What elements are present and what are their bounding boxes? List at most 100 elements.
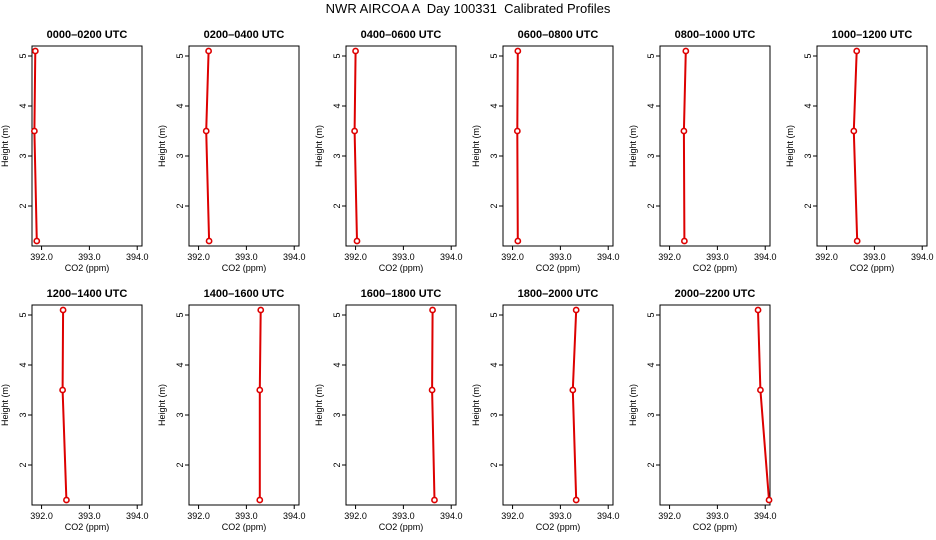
panel-title: 0400–0600 UTC bbox=[361, 29, 442, 41]
data-point bbox=[59, 306, 67, 314]
data-point bbox=[59, 386, 67, 394]
profile-panel: 0000–0200 UTC 392.0 393.0 394.0 CO2 (ppm) 2 3 4… bbox=[0, 29, 148, 273]
x-axis-label: CO2 (ppm) bbox=[693, 263, 738, 273]
plot-frame bbox=[345, 45, 457, 247]
y-tick-label: 3 bbox=[18, 412, 28, 417]
y-tick-label: 2 bbox=[175, 203, 185, 208]
y-axis-label: Height (m) bbox=[0, 125, 10, 167]
y-tick-label: 3 bbox=[646, 412, 656, 417]
y-axis-label: Height (m) bbox=[471, 384, 481, 426]
x-tick-label: 393.0 bbox=[392, 511, 415, 521]
plot-frame bbox=[502, 304, 614, 506]
series-line bbox=[682, 50, 687, 242]
x-tick-label: 394.0 bbox=[440, 511, 463, 521]
x-tick-label: 393.0 bbox=[78, 511, 101, 521]
x-tick-label: 392.0 bbox=[187, 252, 210, 262]
data-point bbox=[205, 47, 213, 55]
x-tick-label: 392.0 bbox=[815, 252, 838, 262]
y-axis-label: Height (m) bbox=[157, 125, 167, 167]
y-tick-label: 5 bbox=[175, 53, 185, 58]
panel-title: 1800–2000 UTC bbox=[518, 288, 599, 300]
y-tick-label: 2 bbox=[803, 203, 813, 208]
plot-frame bbox=[188, 45, 300, 247]
panel-title: 1600–1800 UTC bbox=[361, 288, 442, 300]
plot-frame bbox=[31, 45, 143, 247]
x-tick-label: 394.0 bbox=[126, 252, 149, 262]
y-tick-label: 2 bbox=[489, 203, 499, 208]
data-point bbox=[431, 496, 438, 504]
plot-frame bbox=[31, 304, 143, 506]
x-tick-label: 394.0 bbox=[126, 511, 149, 521]
x-axis-label: CO2 (ppm) bbox=[536, 522, 581, 532]
data-point bbox=[428, 386, 436, 394]
profile-panel: 0200–0400 UTC 392.0 393.0 394.0 CO2 (ppm) 2 3 4… bbox=[157, 29, 305, 273]
y-tick-label: 4 bbox=[646, 362, 656, 367]
y-tick-label: 5 bbox=[646, 53, 656, 58]
data-point bbox=[572, 306, 580, 314]
data-point bbox=[569, 386, 577, 394]
x-tick-label: 394.0 bbox=[283, 511, 306, 521]
y-tick-label: 3 bbox=[646, 153, 656, 158]
series-line bbox=[205, 50, 211, 242]
y-tick-label: 5 bbox=[646, 312, 656, 317]
y-tick-label: 3 bbox=[332, 412, 342, 417]
y-tick-label: 4 bbox=[18, 103, 28, 108]
x-tick-label: 393.0 bbox=[706, 252, 729, 262]
y-tick-label: 2 bbox=[18, 203, 28, 208]
panel-title: 0800–1000 UTC bbox=[675, 29, 756, 41]
x-axis-label: CO2 (ppm) bbox=[222, 522, 267, 532]
x-tick-label: 393.0 bbox=[549, 511, 572, 521]
data-point bbox=[754, 306, 762, 314]
y-tick-label: 2 bbox=[18, 462, 28, 467]
series-line bbox=[516, 50, 519, 242]
panel-title: 1000–1200 UTC bbox=[832, 29, 913, 41]
series-line bbox=[757, 309, 770, 501]
plot-frame bbox=[659, 45, 771, 247]
y-tick-label: 5 bbox=[18, 53, 28, 58]
data-point bbox=[682, 47, 690, 55]
data-point bbox=[853, 47, 861, 55]
data-point bbox=[351, 127, 359, 135]
x-tick-label: 393.0 bbox=[392, 252, 415, 262]
series-line bbox=[571, 309, 578, 501]
data-point bbox=[850, 127, 858, 135]
data-point bbox=[30, 127, 38, 135]
data-point bbox=[31, 47, 39, 55]
y-tick-label: 5 bbox=[332, 53, 342, 58]
data-point bbox=[205, 237, 213, 245]
y-axis-label: Height (m) bbox=[314, 384, 324, 426]
y-tick-label: 4 bbox=[489, 362, 499, 367]
x-axis-label: CO2 (ppm) bbox=[379, 263, 424, 273]
data-point bbox=[63, 496, 70, 504]
y-tick-label: 5 bbox=[489, 53, 499, 58]
data-point bbox=[33, 237, 41, 245]
y-tick-label: 3 bbox=[18, 153, 28, 158]
y-tick-label: 4 bbox=[175, 103, 185, 108]
y-tick-label: 2 bbox=[646, 462, 656, 467]
y-axis-label: Height (m) bbox=[471, 125, 481, 167]
y-tick-label: 2 bbox=[332, 462, 342, 467]
y-tick-label: 4 bbox=[332, 362, 342, 367]
y-axis-label: Height (m) bbox=[314, 125, 324, 167]
series-line bbox=[431, 309, 436, 501]
panel-title: 0200–0400 UTC bbox=[204, 29, 285, 41]
y-tick-label: 3 bbox=[175, 153, 185, 158]
data-point bbox=[256, 496, 264, 504]
x-tick-label: 394.0 bbox=[283, 252, 306, 262]
x-axis-label: CO2 (ppm) bbox=[222, 263, 267, 273]
x-axis-label: CO2 (ppm) bbox=[379, 522, 424, 532]
data-point bbox=[572, 496, 580, 504]
y-tick-label: 3 bbox=[803, 153, 813, 158]
panel-title: 0600–0800 UTC bbox=[518, 29, 599, 41]
page-title: NWR AIRCOA A Day 100331 Calibrated Profi… bbox=[325, 1, 611, 16]
x-tick-label: 392.0 bbox=[344, 252, 367, 262]
panel-title: 0000–0200 UTC bbox=[47, 29, 128, 41]
data-point bbox=[256, 386, 264, 394]
data-point bbox=[429, 306, 436, 314]
panel-title: 1200–1400 UTC bbox=[47, 288, 128, 300]
y-tick-label: 3 bbox=[175, 412, 185, 417]
profile-panel: 1600–1800 UTC 392.0 393.0 394.0 CO2 (ppm) 2 3 4… bbox=[314, 288, 462, 532]
x-tick-label: 393.0 bbox=[863, 252, 886, 262]
series-line bbox=[852, 50, 859, 242]
